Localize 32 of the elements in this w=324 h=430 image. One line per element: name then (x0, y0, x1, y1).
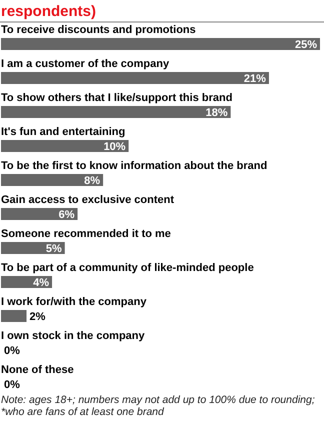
y-tick-label: It's fun and entertaining (1, 126, 126, 138)
annotation: Note: ages 18+; numbers may not add up to 100% due to rounding; *who are fans of at least one brand (1, 394, 316, 418)
data-label: 5% (46, 243, 62, 255)
chart-title: respondents) (1, 3, 96, 20)
data-label: 0% (4, 379, 20, 391)
y-tick-label: I am a customer of the company (1, 58, 170, 70)
data-label: 18% (206, 107, 228, 119)
bar (1, 72, 269, 84)
y-tick-label: To be part of a community of like-minded people (1, 262, 254, 274)
bar (1, 208, 78, 220)
data-label: 10% (104, 141, 126, 153)
y-tick-label: To show others that I like/support this brand (1, 92, 232, 104)
y-tick-label: Someone recommended it to me (1, 228, 171, 240)
bar (1, 140, 129, 152)
data-label: 8% (84, 175, 100, 187)
bar (1, 106, 231, 118)
y-tick-label: Gain access to exclusive content (1, 194, 174, 206)
y-tick-label: To be the first to know information about the brand (1, 160, 268, 172)
bar (1, 38, 320, 50)
y-tick-label: I work for/with the company (1, 296, 148, 308)
data-label: 6% (58, 209, 75, 221)
data-label: 0% (4, 345, 20, 357)
y-tick-label: None of these (1, 364, 74, 376)
bar (1, 174, 104, 186)
y-tick-label: To receive discounts and promotions (1, 24, 196, 36)
y-tick-label: I own stock in the company (1, 330, 146, 342)
data-label: 21% (244, 73, 266, 85)
data-label: 25% (294, 39, 318, 51)
bar (1, 310, 27, 322)
bar (1, 242, 65, 254)
data-label: 4% (33, 277, 50, 289)
data-label: 2% (30, 311, 46, 323)
